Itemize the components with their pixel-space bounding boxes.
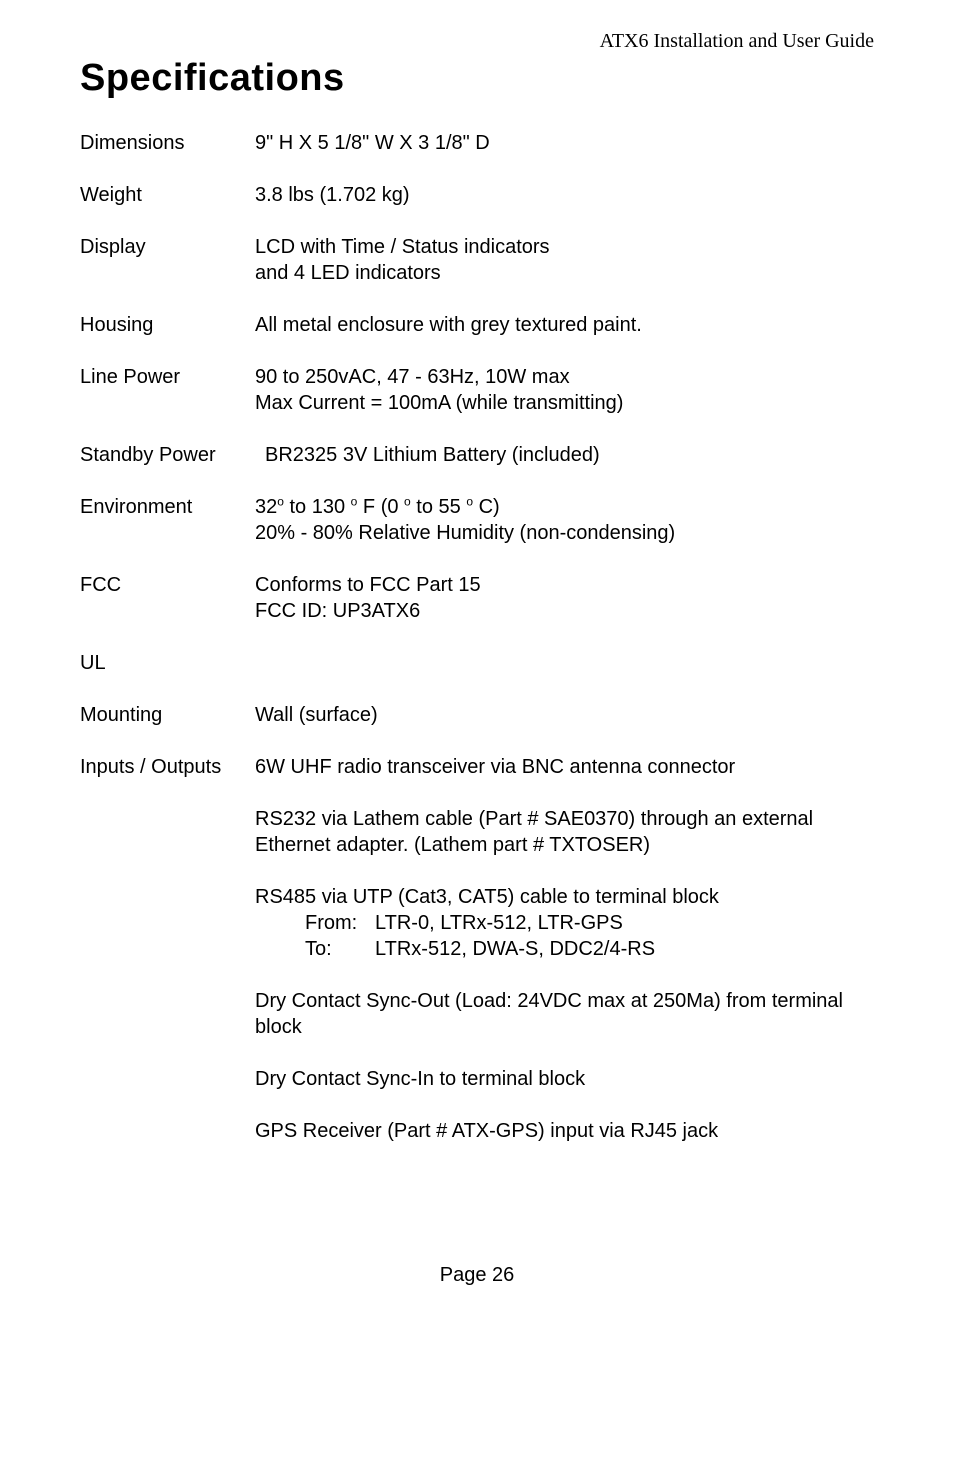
label-environment: Environment (80, 494, 255, 520)
value-io-first: 6W UHF radio transceiver via BNC antenna… (255, 754, 874, 780)
io-rs485: RS485 via UTP (Cat3, CAT5) cable to term… (255, 884, 874, 962)
row-fcc: FCC Conforms to FCC Part 15 FCC ID: UP3A… (80, 572, 874, 624)
row-dimensions: Dimensions 9" H X 5 1/8" W X 3 1/8" D (80, 130, 874, 156)
env-l2: 20% - 80% Relative Humidity (non-condens… (255, 522, 675, 544)
value-line-power: 90 to 250vAC, 47 - 63Hz, 10W max Max Cur… (255, 364, 874, 416)
io-dry-out: Dry Contact Sync-Out (Load: 24VDC max at… (255, 988, 874, 1040)
row-standby-power: Standby Power BR2325 3V Lithium Battery … (80, 442, 874, 468)
label-line-power: Line Power (80, 364, 255, 390)
value-fcc: Conforms to FCC Part 15 FCC ID: UP3ATX6 (255, 572, 874, 624)
row-ul: UL (80, 650, 874, 676)
io-from-row: From: LTR-0, LTRx-512, LTR-GPS (255, 910, 874, 936)
value-standby-power: BR2325 3V Lithium Battery (included) (255, 442, 874, 468)
row-line-power: Line Power 90 to 250vAC, 47 - 63Hz, 10W … (80, 364, 874, 416)
doc-header: ATX6 Installation and User Guide (80, 30, 874, 53)
row-display: Display LCD with Time / Status indicator… (80, 234, 874, 286)
value-housing: All metal enclosure with grey textured p… (255, 312, 874, 338)
value-display-l2: and 4 LED indicators (255, 262, 441, 284)
io-rs485-line: RS485 via UTP (Cat3, CAT5) cable to term… (255, 884, 874, 910)
label-weight: Weight (80, 182, 255, 208)
env-b: to 130 (284, 496, 345, 518)
row-environment: Environment 32o to 130 o F (0 o to 55 o … (80, 494, 874, 546)
value-display-l1: LCD with Time / Status indicators (255, 236, 550, 258)
env-e: C) (473, 496, 500, 518)
value-line-power-l2: Max Current = 100mA (while transmitting) (255, 392, 623, 414)
io-to-label: To: (255, 936, 375, 962)
io-to-row: To: LTRx-512, DWA-S, DDC2/4-RS (255, 936, 874, 962)
io-to-value: LTRx-512, DWA-S, DDC2/4-RS (375, 936, 874, 962)
fcc-l2: FCC ID: UP3ATX6 (255, 600, 420, 622)
value-line-power-l1: 90 to 250vAC, 47 - 63Hz, 10W max (255, 366, 570, 388)
value-weight: 3.8 lbs (1.702 kg) (255, 182, 874, 208)
label-display: Display (80, 234, 255, 260)
io-rs232: RS232 via Lathem cable (Part # SAE0370) … (255, 806, 874, 858)
page-title: Specifications (80, 57, 874, 100)
io-from-value: LTR-0, LTRx-512, LTR-GPS (375, 910, 874, 936)
row-weight: Weight 3.8 lbs (1.702 kg) (80, 182, 874, 208)
row-housing: Housing All metal enclosure with grey te… (80, 312, 874, 338)
label-standby-power: Standby Power (80, 442, 255, 468)
row-mounting: Mounting Wall (surface) (80, 702, 874, 728)
label-fcc: FCC (80, 572, 255, 598)
env-c: F (0 (357, 496, 398, 518)
env-d: to 55 (411, 496, 461, 518)
value-environment: 32o to 130 o F (0 o to 55 o C) 20% - 80%… (255, 494, 874, 546)
label-ul: UL (80, 650, 255, 676)
label-dimensions: Dimensions (80, 130, 255, 156)
value-display: LCD with Time / Status indicators and 4 … (255, 234, 874, 286)
value-dimensions: 9" H X 5 1/8" W X 3 1/8" D (255, 130, 874, 156)
label-housing: Housing (80, 312, 255, 338)
env-a: 32 (255, 496, 277, 518)
row-io-first: Inputs / Outputs 6W UHF radio transceive… (80, 754, 874, 780)
io-from-label: From: (255, 910, 375, 936)
io-gps: GPS Receiver (Part # ATX-GPS) input via … (255, 1118, 874, 1144)
io-dry-in: Dry Contact Sync-In to terminal block (255, 1066, 874, 1092)
fcc-l1: Conforms to FCC Part 15 (255, 574, 481, 596)
page-footer: Page 26 (80, 1264, 874, 1287)
label-mounting: Mounting (80, 702, 255, 728)
label-io: Inputs / Outputs (80, 754, 255, 780)
value-mounting: Wall (surface) (255, 702, 874, 728)
env-l1: 32o to 130 o F (0 o to 55 o C) (255, 496, 500, 518)
